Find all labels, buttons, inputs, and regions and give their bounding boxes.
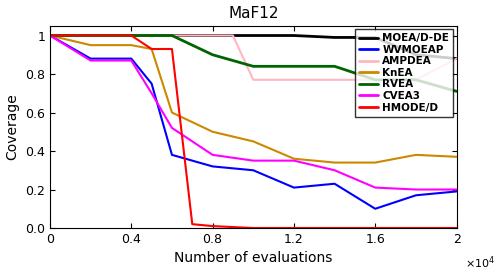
- KnEA: [148, 47, 154, 51]
- AMPDEA: [332, 78, 338, 81]
- Line: MOEA/D-DE: MOEA/D-DE: [50, 36, 456, 59]
- HMODE/D: [190, 222, 196, 226]
- WVMOEAP: [413, 193, 419, 197]
- KnEA: [169, 111, 175, 114]
- RVEA: [291, 65, 297, 68]
- WVMOEAP: [291, 186, 297, 189]
- WVMOEAP: [250, 168, 256, 172]
- HMODE/D: [128, 34, 134, 37]
- MOEA/D-DE: [210, 34, 216, 37]
- CVEA3: [128, 59, 134, 62]
- Text: $\times10^4$: $\times10^4$: [464, 254, 495, 271]
- CVEA3: [454, 188, 460, 191]
- WVMOEAP: [332, 182, 338, 185]
- MOEA/D-DE: [47, 34, 53, 37]
- RVEA: [413, 78, 419, 81]
- Line: HMODE/D: HMODE/D: [50, 36, 456, 228]
- WVMOEAP: [88, 57, 94, 60]
- KnEA: [128, 43, 134, 47]
- KnEA: [291, 157, 297, 160]
- CVEA3: [148, 91, 154, 95]
- KnEA: [332, 161, 338, 164]
- AMPDEA: [128, 34, 134, 37]
- AMPDEA: [169, 34, 175, 37]
- X-axis label: Number of evaluations: Number of evaluations: [174, 251, 332, 265]
- WVMOEAP: [454, 190, 460, 193]
- HMODE/D: [210, 224, 216, 228]
- Legend: MOEA/D-DE, WVMOEAP, AMPDEA, KnEA, RVEA, CVEA3, HMODE/D: MOEA/D-DE, WVMOEAP, AMPDEA, KnEA, RVEA, …: [356, 29, 454, 117]
- AMPDEA: [372, 78, 378, 81]
- Line: CVEA3: CVEA3: [50, 36, 456, 190]
- MOEA/D-DE: [169, 34, 175, 37]
- KnEA: [413, 153, 419, 157]
- CVEA3: [291, 159, 297, 162]
- HMODE/D: [169, 47, 175, 51]
- CVEA3: [372, 186, 378, 189]
- RVEA: [88, 34, 94, 37]
- AMPDEA: [291, 78, 297, 81]
- WVMOEAP: [169, 153, 175, 157]
- KnEA: [88, 43, 94, 47]
- KnEA: [47, 34, 53, 37]
- MOEA/D-DE: [454, 57, 460, 60]
- HMODE/D: [372, 226, 378, 230]
- Y-axis label: Coverage: Coverage: [6, 94, 20, 160]
- AMPDEA: [250, 78, 256, 81]
- AMPDEA: [413, 78, 419, 81]
- MOEA/D-DE: [291, 34, 297, 37]
- Line: AMPDEA: AMPDEA: [50, 36, 456, 80]
- Line: WVMOEAP: WVMOEAP: [50, 36, 456, 209]
- HMODE/D: [291, 226, 297, 230]
- RVEA: [169, 34, 175, 37]
- HMODE/D: [250, 226, 256, 230]
- HMODE/D: [148, 47, 154, 51]
- CVEA3: [169, 126, 175, 130]
- WVMOEAP: [210, 165, 216, 168]
- MOEA/D-DE: [250, 34, 256, 37]
- Line: RVEA: RVEA: [50, 36, 456, 91]
- WVMOEAP: [128, 57, 134, 60]
- CVEA3: [210, 153, 216, 157]
- AMPDEA: [230, 34, 236, 37]
- HMODE/D: [413, 226, 419, 230]
- CVEA3: [413, 188, 419, 191]
- MOEA/D-DE: [372, 36, 378, 39]
- MOEA/D-DE: [332, 36, 338, 39]
- HMODE/D: [47, 34, 53, 37]
- RVEA: [372, 78, 378, 81]
- HMODE/D: [88, 34, 94, 37]
- KnEA: [250, 140, 256, 143]
- RVEA: [250, 65, 256, 68]
- RVEA: [128, 34, 134, 37]
- AMPDEA: [454, 57, 460, 60]
- Title: MaF12: MaF12: [228, 6, 278, 21]
- CVEA3: [47, 34, 53, 37]
- WVMOEAP: [148, 82, 154, 85]
- KnEA: [454, 155, 460, 158]
- CVEA3: [250, 159, 256, 162]
- WVMOEAP: [47, 34, 53, 37]
- AMPDEA: [47, 34, 53, 37]
- HMODE/D: [332, 226, 338, 230]
- WVMOEAP: [372, 207, 378, 210]
- RVEA: [454, 90, 460, 93]
- MOEA/D-DE: [128, 34, 134, 37]
- AMPDEA: [210, 34, 216, 37]
- MOEA/D-DE: [88, 34, 94, 37]
- HMODE/D: [454, 226, 460, 230]
- MOEA/D-DE: [413, 53, 419, 56]
- RVEA: [332, 65, 338, 68]
- CVEA3: [88, 59, 94, 62]
- RVEA: [210, 53, 216, 56]
- Line: KnEA: KnEA: [50, 36, 456, 163]
- CVEA3: [332, 168, 338, 172]
- KnEA: [372, 161, 378, 164]
- RVEA: [47, 34, 53, 37]
- KnEA: [210, 130, 216, 133]
